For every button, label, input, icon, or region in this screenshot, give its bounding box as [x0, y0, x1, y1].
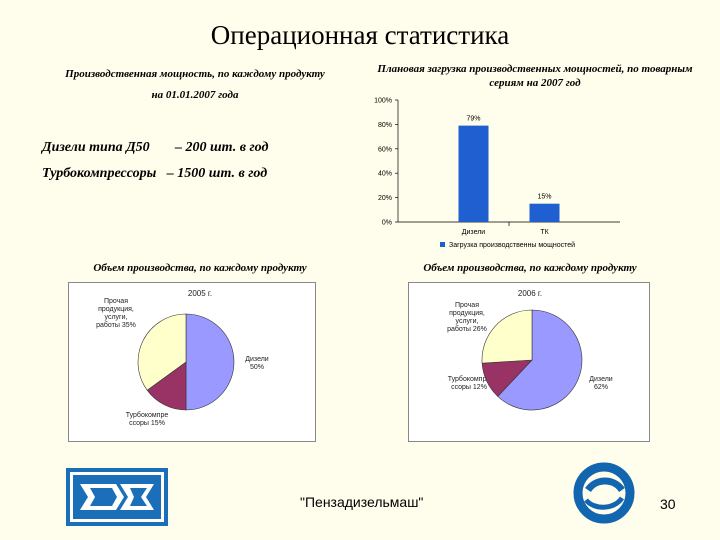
pie-2006-slice-2	[481, 309, 533, 364]
pie-2005-label-diesel: Дизели 50%	[245, 356, 269, 372]
pie-2005-slice-2	[137, 313, 187, 391]
bar-y-tick-label: 40%	[378, 171, 392, 178]
fact-turbo: Турбокомпрессоры – 1500 шт. в год	[42, 166, 268, 181]
pie-2006-label-diesel: Дизели 62%	[589, 376, 613, 392]
footer-company: "Пензадизельмаш"	[300, 494, 424, 510]
bar-0	[458, 125, 489, 222]
page-title: Операционная статистика	[210, 20, 510, 50]
page-number: 30	[660, 496, 676, 512]
bar-legend-swatch	[440, 242, 445, 247]
bar-y-tick-label: 80%	[378, 122, 392, 129]
bar-category-label: Дизели	[462, 229, 486, 236]
pie-2006-slice-0	[497, 309, 583, 411]
pie-2005-slice-0	[185, 313, 235, 411]
pie-2005-title: 2005 г.	[187, 289, 213, 298]
bar-legend-label: Загрузка производственны мощностей	[449, 241, 575, 249]
capacity-date: на 01.01.2007 года	[151, 89, 239, 101]
pie-2006-label-turbo: Турбокомпре ссоры 12%	[447, 376, 491, 392]
bar-y-tick-label: 100%	[374, 98, 392, 105]
pie-2005-label-turbo: Турбокомпре ссоры 15%	[125, 412, 169, 428]
bar-data-label: 15%	[537, 194, 551, 201]
bar-y-tick-label: 60%	[378, 146, 392, 153]
bar-category-label: ТК	[540, 229, 549, 236]
bar-data-label: 79%	[466, 116, 480, 123]
pie-2006-title: 2006 г.	[517, 289, 543, 298]
pie-caption-right: Объем производства, по каждому продукту	[423, 262, 637, 274]
capacity-caption: Производственная мощность, по каждому пр…	[65, 68, 325, 80]
fact-diesel-value: – 200 шт. в год	[175, 140, 269, 155]
pie-caption-left: Объем производства, по каждому продукту	[93, 262, 307, 274]
bar-y-tick-label: 0%	[382, 220, 392, 227]
bar-y-tick-label: 20%	[378, 195, 392, 202]
bar-chart-title: Плановая загрузка производственных мощно…	[377, 63, 693, 90]
pie-2005-label-other: Прочая продукция, услуги, работы 35%	[96, 298, 136, 330]
bar-1	[529, 203, 560, 222]
fact-diesel-name: Дизели типа Д50	[42, 140, 150, 155]
pie-2006-label-other: Прочая продукция, услуги, работы 26%	[447, 302, 487, 334]
